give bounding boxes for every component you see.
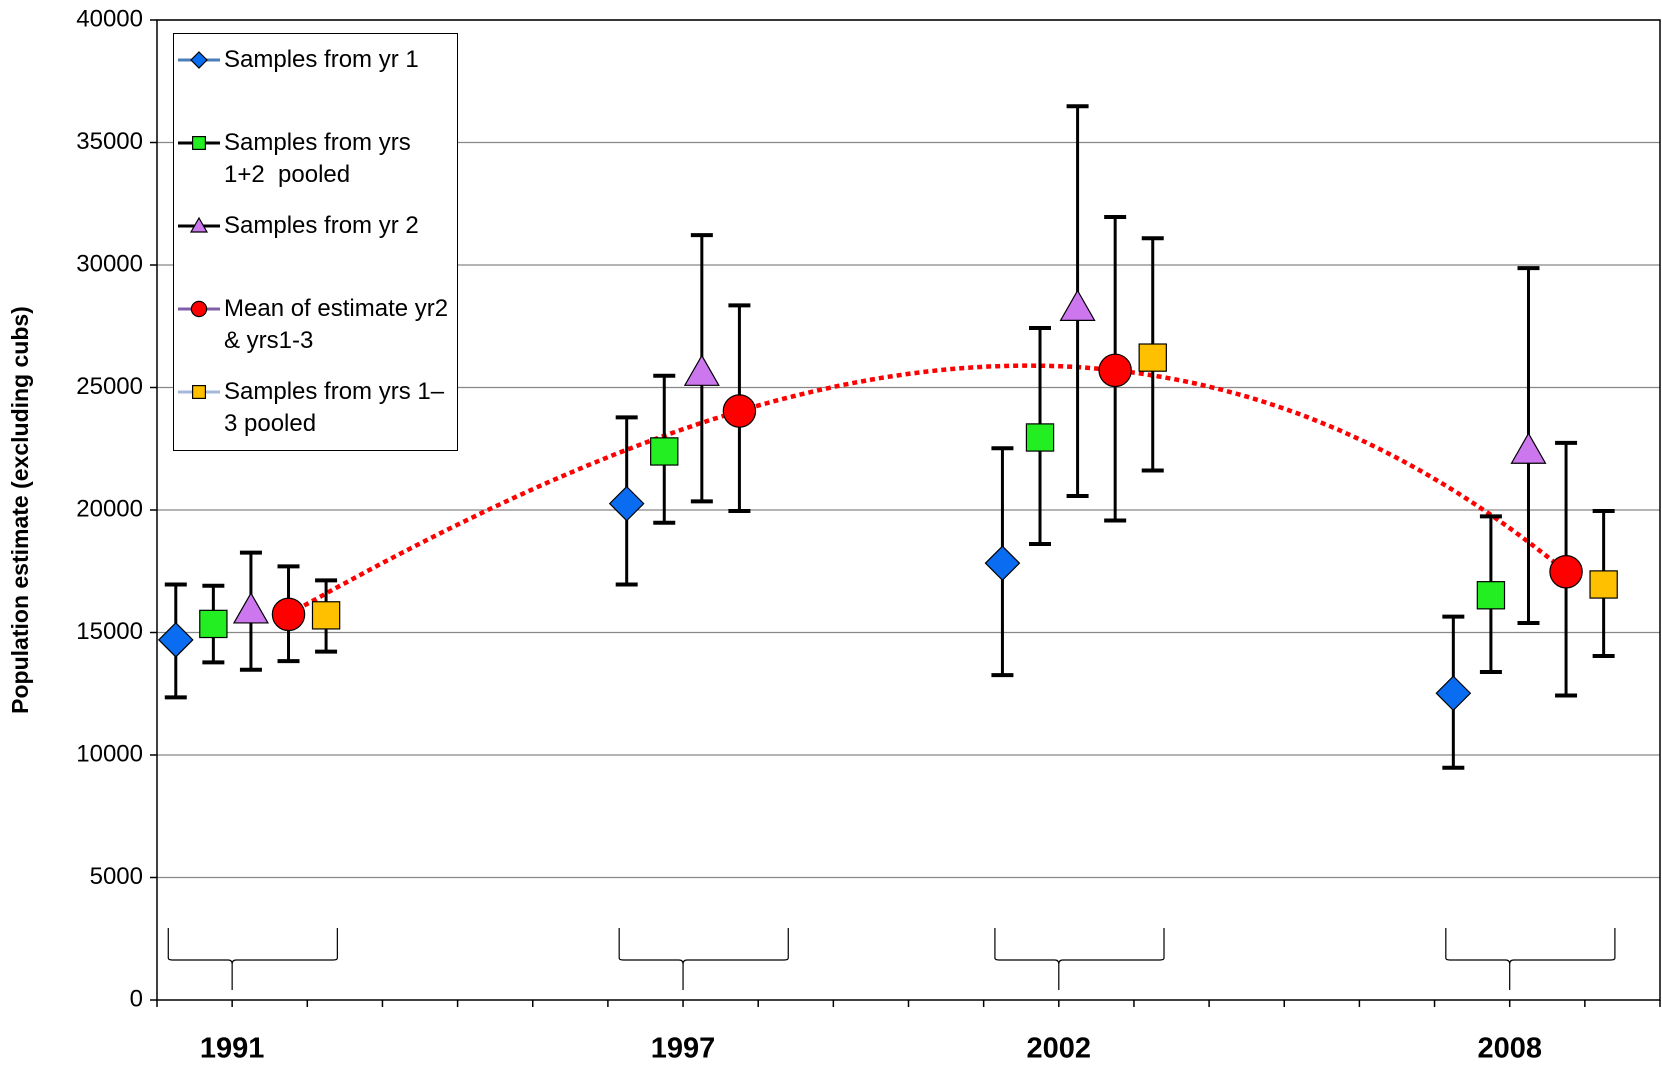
marker [1025,423,1055,452]
y-tick-label: 40000 [76,5,143,32]
y-tick-label: 20000 [76,495,143,522]
marker [722,394,757,428]
marker [199,609,228,639]
legend-label: Samples from yr 1 [224,46,419,73]
x-tick-label: 2002 [1027,1033,1092,1065]
legend-item: Samples from yrs 1+2 pooled [174,127,457,210]
marker [271,597,306,632]
y-tick-label: 15000 [76,618,143,645]
y-tick-label: 25000 [76,373,143,400]
marker [190,300,208,318]
legend: Samples from yr 1 Samples from yrs 1+2 po… [173,33,458,451]
marker [1138,343,1167,372]
trendline [287,363,1568,617]
legend-symbol [178,216,220,233]
marker [1098,353,1132,388]
legend-symbol [178,300,220,318]
marker [192,136,207,151]
marker [192,385,207,400]
marker [1589,570,1618,599]
group-brace [618,928,789,990]
marker [650,437,679,466]
group-brace [167,928,338,990]
marker [1435,675,1472,712]
x-tick-label: 2008 [1477,1033,1542,1065]
legend-symbol [178,136,220,151]
marker [1510,432,1547,464]
y-axis-label: Population estimate (excluding cubs) [7,306,33,714]
x-tick-label: 1997 [651,1033,716,1065]
marker [189,216,209,233]
x-tick-label: 1991 [200,1033,265,1065]
marker [683,354,720,386]
marker [232,591,269,624]
legend-symbol [178,385,220,400]
y-tick-label: 5000 [90,863,143,890]
marker [157,622,194,658]
marker [984,545,1021,582]
legend-label: Samples from yrs 1– 3 pooled [224,378,451,437]
group-brace [1445,928,1616,990]
y-tick-label: 0 [130,985,143,1012]
marker [608,485,645,522]
legend-item: Samples from yr 2 [174,210,457,293]
legend-item: Mean of estimate yr2 & yrs1-3 [174,293,457,376]
marker [190,51,208,69]
legend-label: Samples from yrs 1+2 pooled [224,129,418,188]
legend-item: Samples from yrs 1– 3 pooled [174,376,457,459]
legend-symbol [178,51,220,69]
y-tick-label: 30000 [76,250,143,277]
marker [311,601,341,630]
legend-label: Samples from yr 2 [224,212,419,239]
legend-item: Samples from yr 1 [174,44,457,127]
marker [1549,554,1583,589]
legend-label: Mean of estimate yr2 & yrs1-3 [224,295,455,354]
marker [1059,289,1096,321]
group-brace [994,928,1165,990]
y-tick-label: 10000 [76,740,143,767]
y-tick-label: 35000 [76,128,143,155]
marker [1476,581,1506,610]
